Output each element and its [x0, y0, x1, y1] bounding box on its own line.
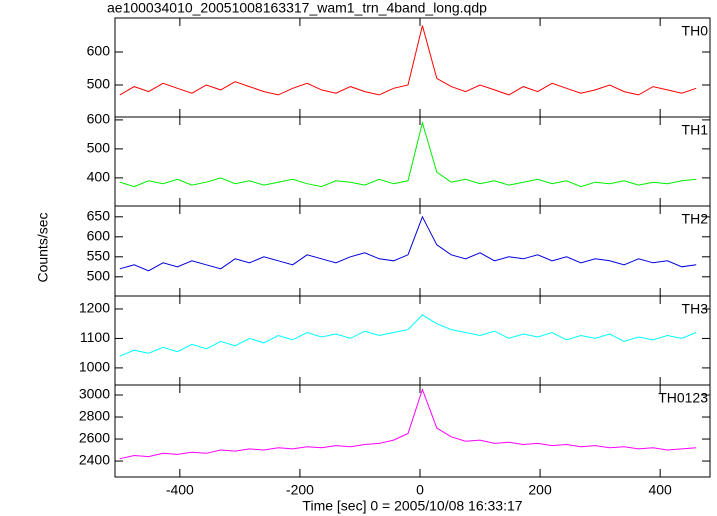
y-tick-label: 550: [87, 248, 111, 264]
y-tick-label: 600: [87, 111, 111, 127]
x-tick-label: -200: [286, 482, 314, 498]
y-tick-label: 600: [87, 43, 111, 59]
y-tick-label: 1200: [79, 300, 110, 316]
panel-frame: [114, 205, 711, 297]
x-tick-label: 0: [416, 482, 424, 498]
light-curve: [119, 314, 697, 357]
y-tick-label: 2800: [79, 408, 110, 424]
y-tick-label: 3000: [79, 386, 110, 402]
y-tick-label: 650: [87, 208, 111, 224]
y-tick-label: 1100: [80, 329, 110, 345]
y-tick-label: 500: [87, 140, 111, 156]
panel-label: TH2: [682, 211, 709, 227]
y-tick-label: 600: [87, 228, 111, 244]
x-tick-label: -400: [166, 482, 194, 498]
y-tick-label: 500: [87, 76, 111, 92]
y-axis-label: Counts/sec: [35, 212, 51, 282]
panel-label: TH1: [682, 122, 709, 138]
light-curve: [119, 387, 697, 460]
chart-title: ae100034010_20051008163317_wam1_trn_4ban…: [107, 0, 487, 16]
x-axis-label: Time [sec] 0 = 2005/10/08 16:33:17: [302, 498, 522, 514]
light-curve: [119, 120, 697, 188]
x-tick-label: 400: [648, 482, 672, 498]
panel-frame: [114, 384, 711, 478]
x-tick-label: 200: [528, 482, 552, 498]
y-tick-label: 2400: [79, 452, 110, 468]
y-tick-label: 400: [87, 169, 111, 185]
y-tick-label: 2600: [79, 430, 110, 446]
y-tick-label: 500: [87, 268, 111, 284]
light-curve: [119, 215, 697, 272]
y-tick-label: 1000: [79, 359, 110, 375]
panel-label: TH0: [682, 23, 709, 39]
light-curve: [119, 25, 697, 96]
panel-label: TH0123: [658, 390, 708, 406]
panel-frame: [114, 295, 711, 386]
panel-label: TH3: [682, 301, 709, 317]
